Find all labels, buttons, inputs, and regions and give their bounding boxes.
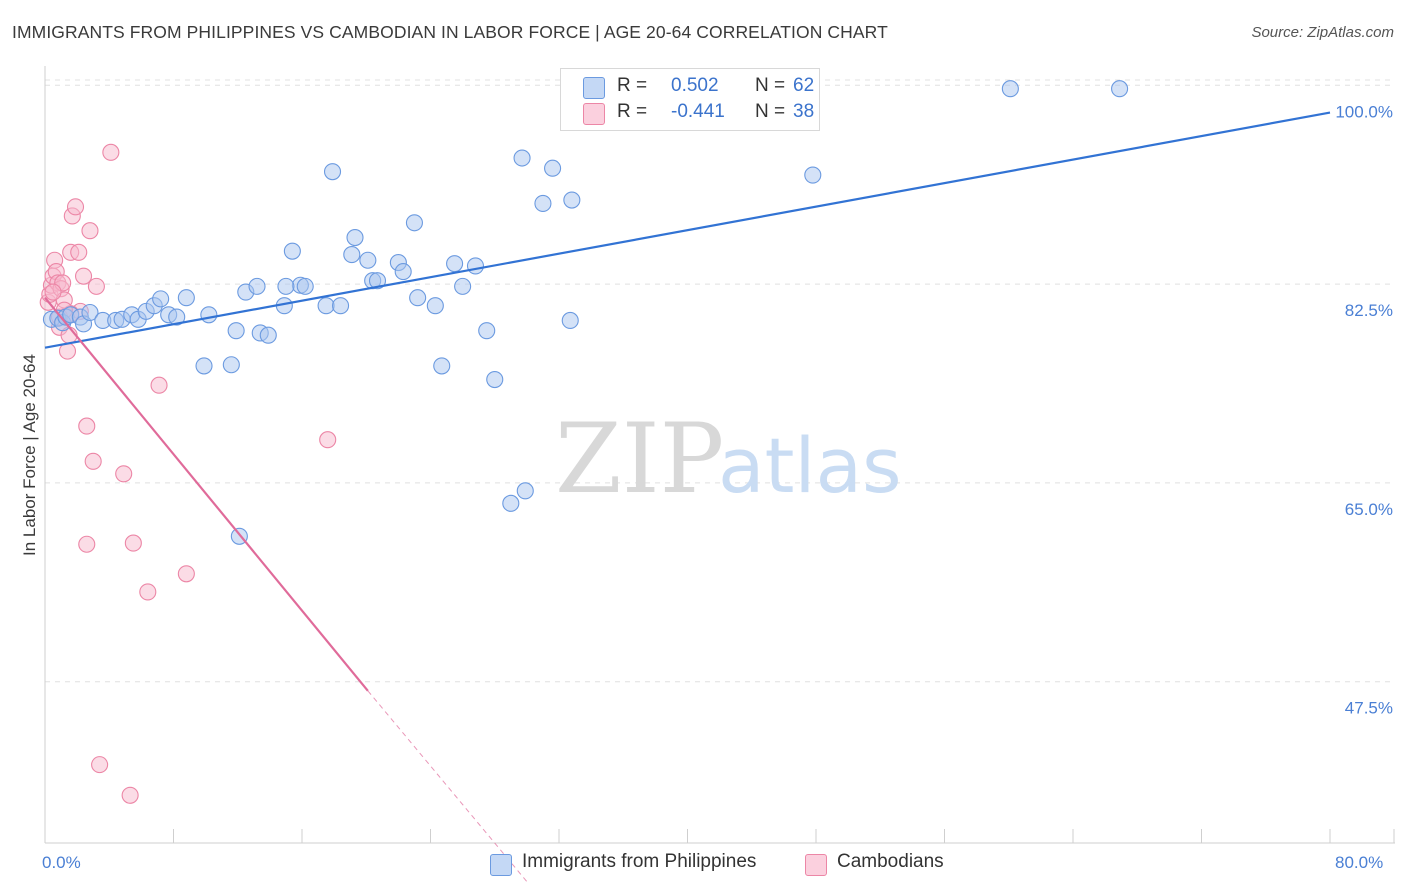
cambodians-point: [87, 277, 105, 295]
cambodians-point: [150, 376, 168, 394]
cambodians-point: [177, 565, 195, 583]
chart-title: IMMIGRANTS FROM PHILIPPINES VS CAMBODIAN…: [12, 22, 888, 42]
cambodians-point: [84, 452, 102, 470]
philippines-point: [409, 289, 427, 307]
trend-lines: [44, 111, 1331, 882]
philippines-point: [433, 357, 451, 375]
legend-swatch-blue: [583, 77, 605, 99]
philippines-point: [563, 191, 581, 209]
philippines-point: [168, 308, 186, 326]
philippines-point: [343, 246, 361, 264]
philippines-point: [227, 322, 245, 340]
philippines-point: [177, 289, 195, 307]
philippines-point: [486, 370, 504, 389]
legend-r-label: R =: [617, 75, 648, 96]
cambodians-point: [319, 431, 337, 449]
philippines-point: [446, 255, 464, 273]
philippines-point: [1001, 80, 1019, 98]
y-axis-tick-labels: 47.5% 65.0% 82.5% 100.0%: [1335, 102, 1393, 717]
y-axis-label: In Labor Force | Age 20-64: [20, 354, 39, 556]
philippines-point: [222, 356, 240, 374]
y-tick-label: 65.0%: [1345, 500, 1393, 519]
legend-n-label: N =: [755, 101, 786, 122]
legend-n-value: 62: [793, 75, 815, 96]
cambodians-trend-line: [44, 297, 369, 692]
legend-r-label: R =: [617, 101, 648, 122]
philippines-point: [454, 277, 472, 295]
philippines-point: [248, 277, 266, 295]
philippines-point: [513, 149, 531, 167]
philippines-point: [478, 322, 496, 340]
watermark-atlas: atlas: [718, 421, 902, 510]
philippines-point: [405, 214, 423, 232]
legend-n-value: 38: [793, 101, 815, 122]
philippines-point: [561, 311, 579, 330]
philippines-point: [259, 326, 277, 344]
x-axis-max-label: 80.0%: [1335, 853, 1384, 872]
cambodians-point: [78, 417, 96, 435]
cambodians-point: [70, 243, 88, 261]
philippines-point: [317, 297, 335, 315]
philippines-point: [534, 194, 552, 213]
philippines-point: [466, 257, 485, 275]
cambodians-point: [66, 198, 85, 216]
cambodians-trend-line-extension: [367, 690, 528, 882]
cambodians-point: [139, 583, 157, 601]
philippines-point: [200, 306, 218, 324]
philippines-point: [283, 242, 301, 260]
y-tick-label: 47.5%: [1345, 699, 1393, 718]
philippines-point: [426, 297, 444, 315]
cambodians-point: [91, 756, 109, 774]
cambodians-point: [78, 535, 96, 553]
watermark-zip: ZIP: [555, 403, 724, 515]
cambodians-point: [75, 267, 93, 285]
philippines-point: [544, 159, 562, 177]
philippines-point: [516, 482, 534, 500]
correlation-legend: R = 0.502 N = 62 R = -0.441 N = 38: [560, 68, 820, 131]
y-tick-label: 82.5%: [1345, 301, 1393, 320]
cambodians-point: [124, 534, 142, 552]
legend-swatch-blue: [490, 854, 512, 876]
philippines-points: [42, 80, 1129, 545]
philippines-point: [359, 251, 377, 269]
philippines-point: [394, 263, 412, 281]
chart-source: Source: ZipAtlas.com: [1251, 24, 1394, 41]
cambodians-point: [102, 143, 120, 161]
philippines-point: [502, 494, 520, 512]
philippines-point: [331, 297, 350, 315]
legend-r-value: 0.502: [671, 75, 719, 96]
legend-label-philippines: Immigrants from Philippines: [522, 851, 757, 872]
legend-label-cambodians: Cambodians: [837, 851, 944, 872]
grid-lines: [45, 79, 1395, 683]
cambodians-point: [81, 222, 99, 240]
x-axis-ticks: [44, 829, 1395, 843]
legend-n-label: N =: [755, 75, 786, 96]
philippines-point: [368, 272, 387, 290]
cambodians-point: [121, 786, 139, 804]
philippines-trend-line: [44, 111, 1331, 349]
philippines-point: [152, 290, 170, 308]
philippines-point: [195, 357, 213, 375]
philippines-point: [346, 228, 364, 247]
y-tick-label: 100.0%: [1335, 102, 1393, 121]
philippines-point: [323, 163, 342, 181]
philippines-point: [296, 277, 314, 295]
philippines-point: [81, 303, 99, 322]
legend-swatch-pink: [805, 854, 827, 876]
philippines-point: [277, 277, 295, 295]
philippines-point: [1111, 80, 1129, 98]
cambodians-point: [44, 283, 62, 301]
legend-r-value: -0.441: [671, 101, 725, 122]
x-axis-min-label: 0.0%: [42, 853, 81, 872]
watermark: ZIP atlas: [555, 403, 902, 515]
cambodians-point: [115, 465, 133, 483]
legend-swatch-pink: [583, 103, 605, 125]
philippines-point: [804, 166, 822, 184]
